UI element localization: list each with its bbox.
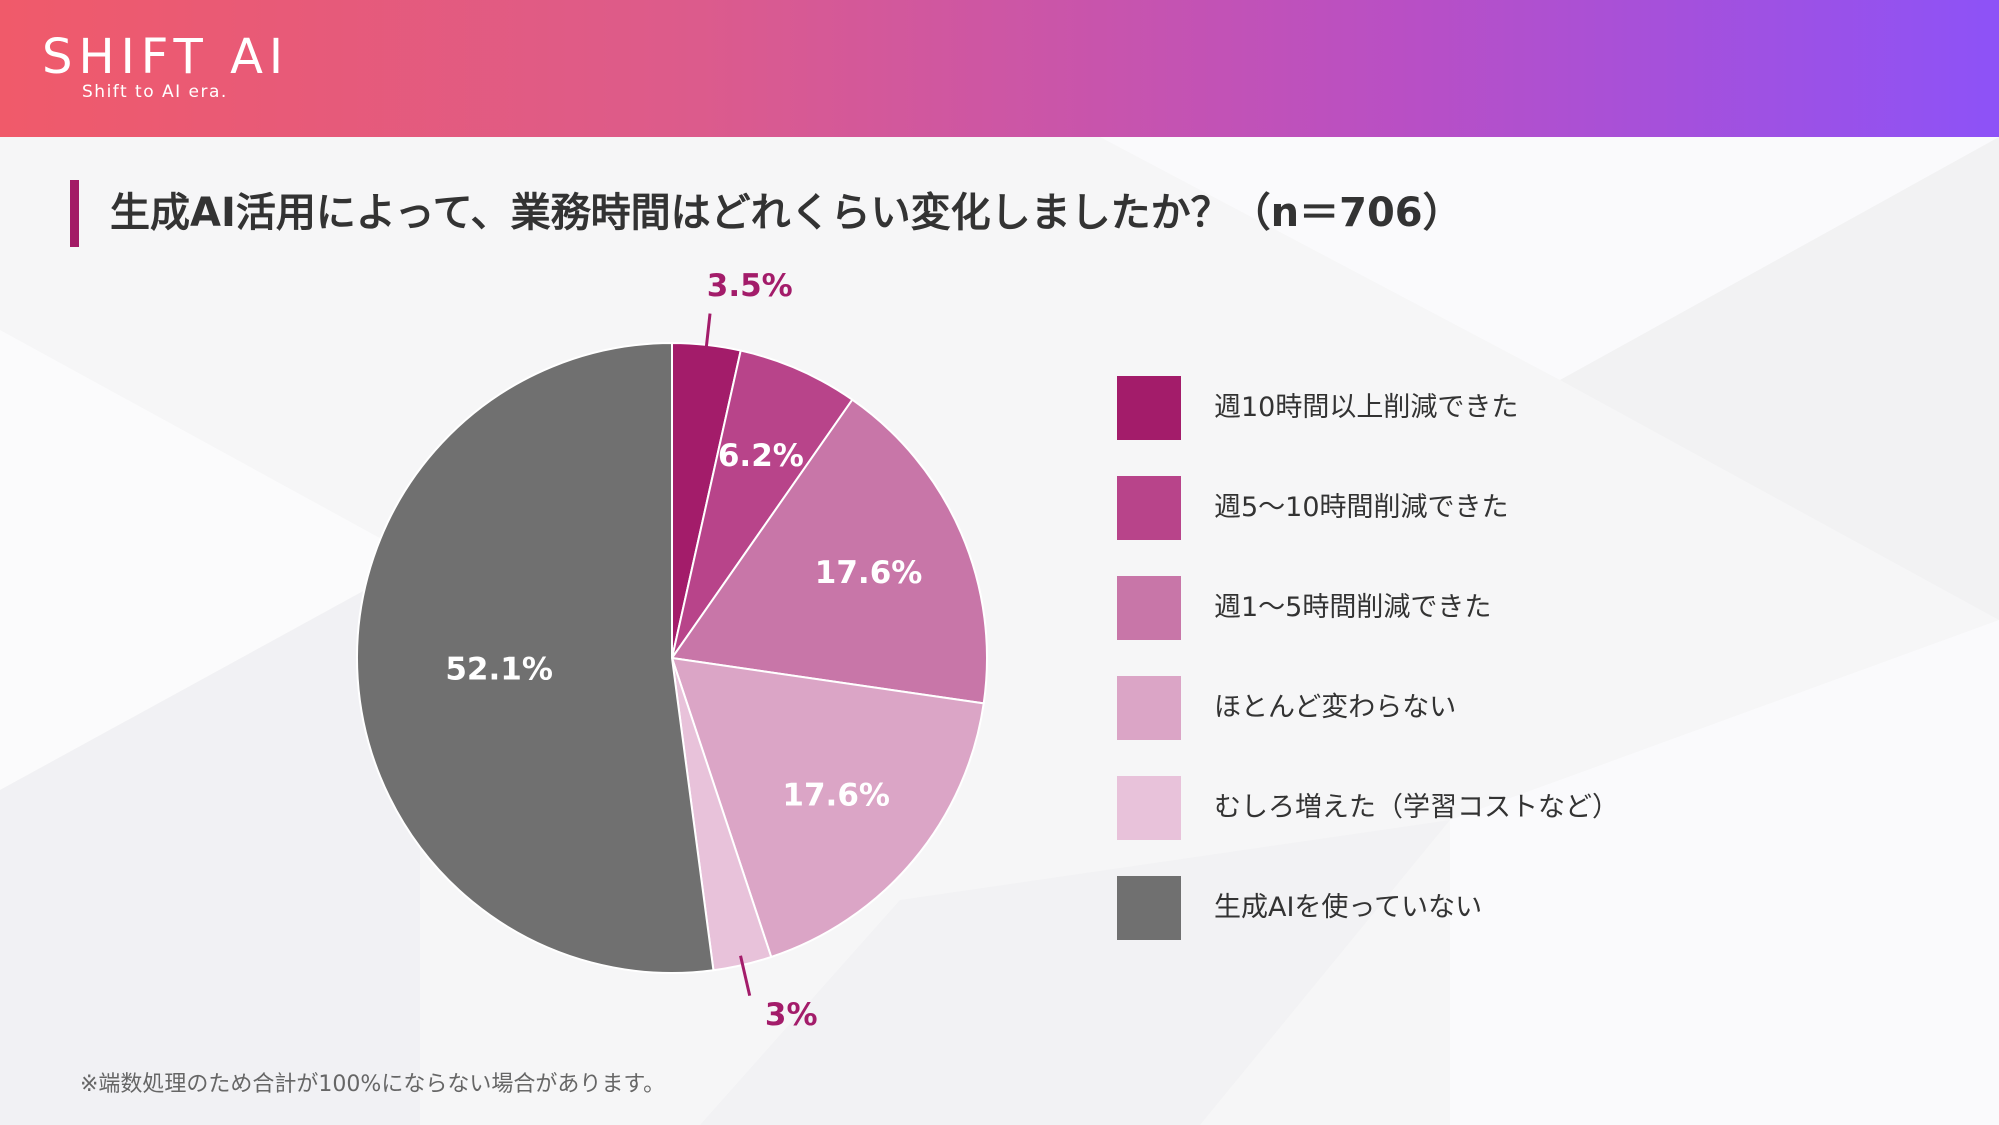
- legend-swatch: [1117, 676, 1181, 740]
- legend-swatch: [1117, 476, 1181, 540]
- leader-line: [739, 955, 752, 997]
- page-title: 生成AI活用によって、業務時間はどれくらい変化しましたか？（n＝706）: [110, 190, 1463, 236]
- data-label: 6.2%: [718, 438, 804, 474]
- data-label: 17.6%: [815, 555, 923, 591]
- brand-logo: SHIFT AI Shift to AI era.: [42, 30, 289, 102]
- footnote: ※端数処理のため合計が100%にならない場合があります。: [80, 1072, 666, 1097]
- logo-tagline: Shift to AI era.: [82, 82, 228, 102]
- legend-swatch: [1117, 576, 1181, 640]
- header-banner: SHIFT AI Shift to AI era.: [0, 0, 1999, 137]
- pie-slice: [670, 656, 985, 959]
- legend-label: 週1〜5時間削減できた: [1214, 592, 1492, 623]
- legend-label: ほとんど変わらない: [1214, 692, 1457, 723]
- logo-text: SHIFT AI: [42, 29, 290, 85]
- legend-label: 週5〜10時間削減できた: [1214, 492, 1509, 523]
- data-label: 3%: [765, 997, 818, 1033]
- legend-label: 週10時間以上削減できた: [1214, 392, 1519, 423]
- legend-label: むしろ増えた（学習コストなど）: [1214, 792, 1619, 823]
- data-label: 17.6%: [782, 778, 890, 814]
- pie-slice: [356, 341, 715, 974]
- data-label: 3.5%: [707, 268, 793, 304]
- legend-swatch: [1117, 776, 1181, 840]
- pie-slice: [670, 398, 988, 705]
- pie-slice: [671, 349, 854, 659]
- legend-swatch: [1117, 376, 1181, 440]
- legend-swatch: [1117, 876, 1181, 940]
- legend-label: 生成AIを使っていない: [1214, 892, 1483, 923]
- leader-line: [704, 313, 712, 355]
- data-label: 52.1%: [445, 651, 553, 687]
- title-accent-bar: [70, 180, 79, 247]
